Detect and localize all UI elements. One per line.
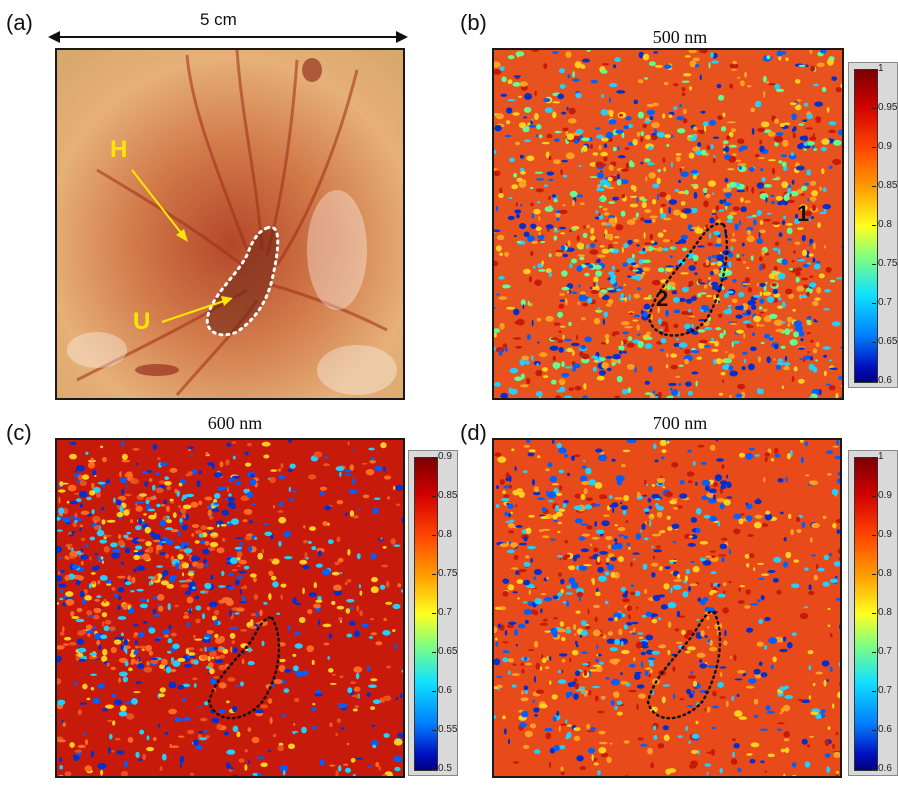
colorbar-d-tick: 0.9: [872, 490, 892, 501]
colorbar-d-tick: 0.9: [872, 529, 892, 540]
region-label-1: 1: [797, 201, 810, 226]
scale-bar-label: 5 cm: [200, 10, 237, 29]
panel-a-letter: (a): [6, 10, 33, 35]
panel-c-letter: (c): [6, 420, 32, 445]
colorbar-b-tick: 0.8: [872, 219, 892, 230]
colorbar-d-tick: 0.8: [872, 607, 892, 618]
colorbar-b-tick: 0.6: [872, 375, 892, 386]
colorbar-c-tick: 0.5: [432, 763, 452, 774]
map-c-svg: [57, 440, 403, 776]
region-label-2: 2: [656, 286, 669, 311]
colorbar-c-tick: 0.9: [432, 451, 452, 462]
colorbar-c-tick: 0.8: [432, 529, 452, 540]
label-U: U: [133, 308, 151, 335]
colorbar-d-tick: 0.7: [872, 685, 892, 696]
colorbar-d-gradient: [854, 457, 878, 771]
colorbar-c-tick: 0.55: [431, 724, 458, 735]
colorbar-b-tick: 0.85: [871, 180, 898, 191]
colorbar-c-tick: 0.6: [432, 685, 452, 696]
colorbar-c-gradient: [414, 457, 438, 771]
colorbar-b-tick: 0.95: [871, 102, 898, 113]
panel-b-letter: (b): [460, 10, 487, 35]
colorbar-d-tick: 0.8: [872, 568, 892, 579]
reflectance-map-700nm: [492, 438, 842, 778]
panel-d-title: 700 nm: [652, 413, 708, 433]
colorbar-b-tick: 0.9: [872, 141, 892, 152]
scale-bar-arrow: [48, 31, 408, 43]
colorbar-b-gradient: [854, 69, 878, 383]
colorbar-d-tick: 0.6: [872, 724, 892, 735]
colorbar-b-tick: 1: [872, 63, 884, 74]
colorbar-d: 1 0.9 0.9 0.8 0.8 0.7 0.7 0.6 0.6: [848, 450, 898, 776]
colorbar-d-tick: 0.7: [872, 646, 892, 657]
panel-c-title: 600 nm: [207, 413, 263, 433]
colorbar-c-tick: 0.85: [431, 490, 458, 501]
colorbar-c-tick: 0.65: [431, 646, 458, 657]
colorbar-b-tick: 0.75: [871, 258, 898, 269]
colorbar-c-tick: 0.75: [431, 568, 458, 579]
colorbar-b-tick: 0.65: [871, 336, 898, 347]
ulcer-outline: [205, 225, 280, 337]
reflectance-map-600nm: [55, 438, 405, 778]
colorbar-c: 0.9 0.85 0.8 0.75 0.7 0.65 0.6 0.55 0.5: [408, 450, 458, 776]
panel-d-letter: (d): [460, 420, 487, 445]
reflectance-map-500nm: [492, 48, 844, 400]
map-b-svg: [494, 50, 842, 398]
colorbar-b-tick: 0.7: [872, 297, 892, 308]
map-d-svg: [494, 440, 840, 776]
panel-b-title: 500 nm: [652, 27, 708, 47]
colorbar-b: 1 0.95 0.9 0.85 0.8 0.75 0.7 0.65 0.6: [848, 62, 898, 388]
label-H: H: [110, 136, 128, 163]
endoscopy-photo: [55, 48, 405, 400]
colorbar-c-tick: 0.7: [432, 607, 452, 618]
colorbar-d-tick: 1: [872, 451, 884, 462]
colorbar-d-tick: 0.6: [872, 763, 892, 774]
